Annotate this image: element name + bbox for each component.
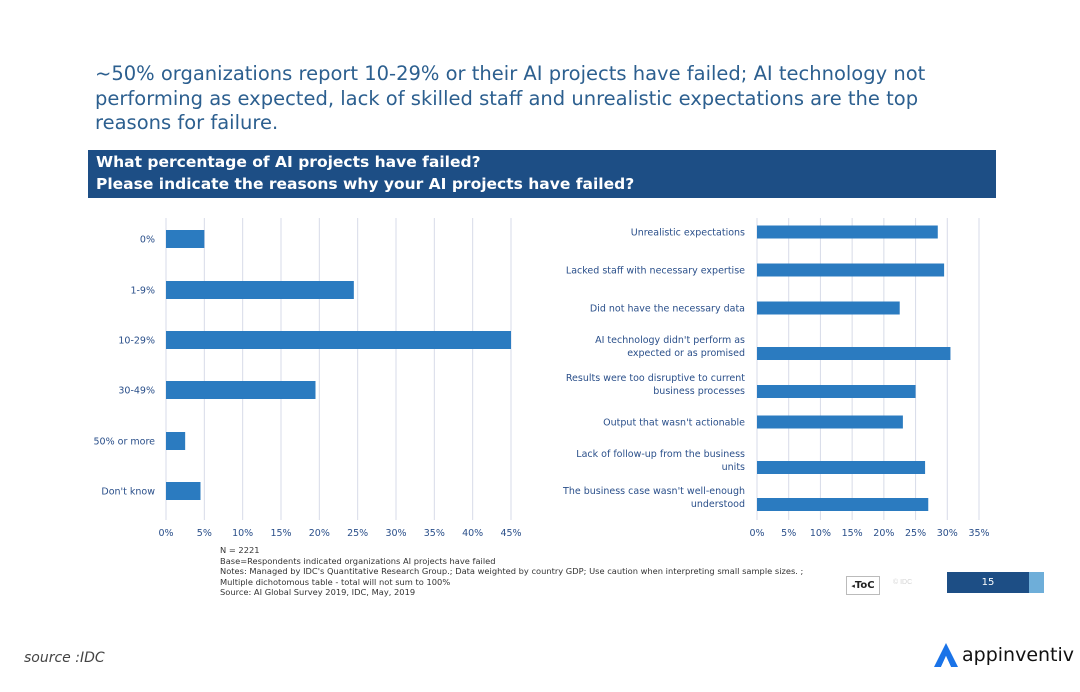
chart2-bar	[757, 347, 951, 360]
back-arrow-icon: ◂	[851, 582, 855, 590]
chart1-bar	[166, 381, 316, 399]
chart2-tick-label: 5%	[781, 528, 796, 539]
chart2-tick-label: 15%	[842, 528, 863, 539]
chart1-tick-label: 35%	[424, 528, 445, 539]
copyright-mark: © IDC	[893, 579, 913, 586]
chart2-category-label: AI technology didn't perform as	[595, 335, 745, 346]
chart1-category-label: 0%	[140, 235, 155, 246]
chart1-bar	[166, 331, 511, 349]
chart2-category-label: business processes	[653, 386, 745, 397]
chart2-category-label: The business case wasn't well-enough	[562, 486, 745, 497]
toc-button[interactable]: ◂ToC	[846, 576, 880, 595]
chart2-tick-label: 10%	[810, 528, 831, 539]
chart2-category-label: expected or as promised	[627, 348, 745, 359]
chart1-category-label: 50% or more	[94, 437, 156, 448]
chart1-bar	[166, 281, 354, 299]
chart2-bar	[757, 415, 903, 429]
chart1-category-label: 1-9%	[130, 286, 155, 297]
chart2-tick-label: 25%	[905, 528, 926, 539]
chart1-tick-label: 0%	[158, 528, 173, 539]
page-accent-strip	[1029, 572, 1044, 593]
chart1-bar	[166, 482, 201, 500]
chart2-category-label: Output that wasn't actionable	[603, 418, 745, 429]
chart2-category-label: Did not have the necessary data	[590, 304, 745, 315]
chart1-tick-label: 45%	[500, 528, 521, 539]
chart2-bar	[757, 461, 926, 474]
chart1-bar	[166, 432, 186, 450]
footnotes: N = 2221 Base=Respondents indicated orga…	[220, 545, 803, 598]
chart2-category-label: Lacked staff with necessary expertise	[566, 266, 745, 277]
method-note: Notes: Managed by IDC's Quantitative Res…	[220, 566, 804, 577]
chart2-bar	[757, 263, 945, 277]
brand-name: appinventiv	[962, 644, 1075, 666]
appinventiv-logo-icon	[934, 643, 958, 667]
page-number: 15	[947, 572, 1029, 593]
chart1-category-label: Don't know	[101, 487, 155, 498]
headline-line-2: performing as expected, lack of skilled …	[95, 86, 919, 110]
question-banner: What percentage of AI projects have fail…	[88, 150, 996, 198]
chart1-tick-label: 10%	[232, 528, 253, 539]
headline: ~50% organizations report 10-29% or thei…	[95, 62, 975, 136]
chart2-category-label: Unrealistic expectations	[631, 228, 745, 239]
chart2-tick-label: 20%	[873, 528, 894, 539]
chart1-tick-label: 15%	[270, 528, 291, 539]
chart2-category-label: units	[722, 462, 745, 473]
source-caption: source :IDC	[24, 650, 105, 666]
base-note: Base=Respondents indicated organizations…	[220, 555, 496, 566]
chart2-bar	[757, 225, 938, 239]
chart1-tick-label: 30%	[385, 528, 406, 539]
chart2-tick-label: 35%	[968, 528, 989, 539]
chart2-category-label: Lack of follow-up from the business	[576, 449, 745, 460]
chart1-category-label: 30-49%	[118, 386, 155, 397]
chart2-category-label: understood	[691, 499, 745, 510]
chart2-category-label: Results were too disruptive to current	[566, 373, 745, 384]
chart1-category-label: 10-29%	[118, 336, 155, 347]
brand-logo: appinventiv	[932, 640, 1074, 670]
source-note: Source: AI Global Survey 2019, IDC, May,…	[220, 587, 416, 598]
chart2-bar	[757, 498, 929, 511]
chart2-tick-label: 0%	[749, 528, 764, 539]
sample-size: N = 2221	[220, 545, 260, 555]
banner-question-2: Please indicate the reasons why your AI …	[96, 175, 635, 193]
toc-label: ToC	[854, 580, 875, 591]
chart2-bar	[757, 385, 916, 398]
chart1-tick-label: 5%	[197, 528, 212, 539]
chart2-tick-label: 30%	[937, 528, 958, 539]
headline-line-1: ~50% organizations report 10-29% or thei…	[95, 62, 926, 85]
banner-question-1: What percentage of AI projects have fail…	[96, 153, 481, 171]
chart1-tick-label: 25%	[347, 528, 368, 539]
chart1-tick-label: 20%	[309, 528, 330, 539]
headline-line-3: reasons for failure.	[95, 111, 279, 134]
method-note-2: Multiple dichotomous table - total will …	[220, 576, 451, 587]
chart1-bar	[166, 230, 205, 248]
chart2-bar	[757, 301, 900, 315]
chart1-tick-label: 40%	[462, 528, 483, 539]
